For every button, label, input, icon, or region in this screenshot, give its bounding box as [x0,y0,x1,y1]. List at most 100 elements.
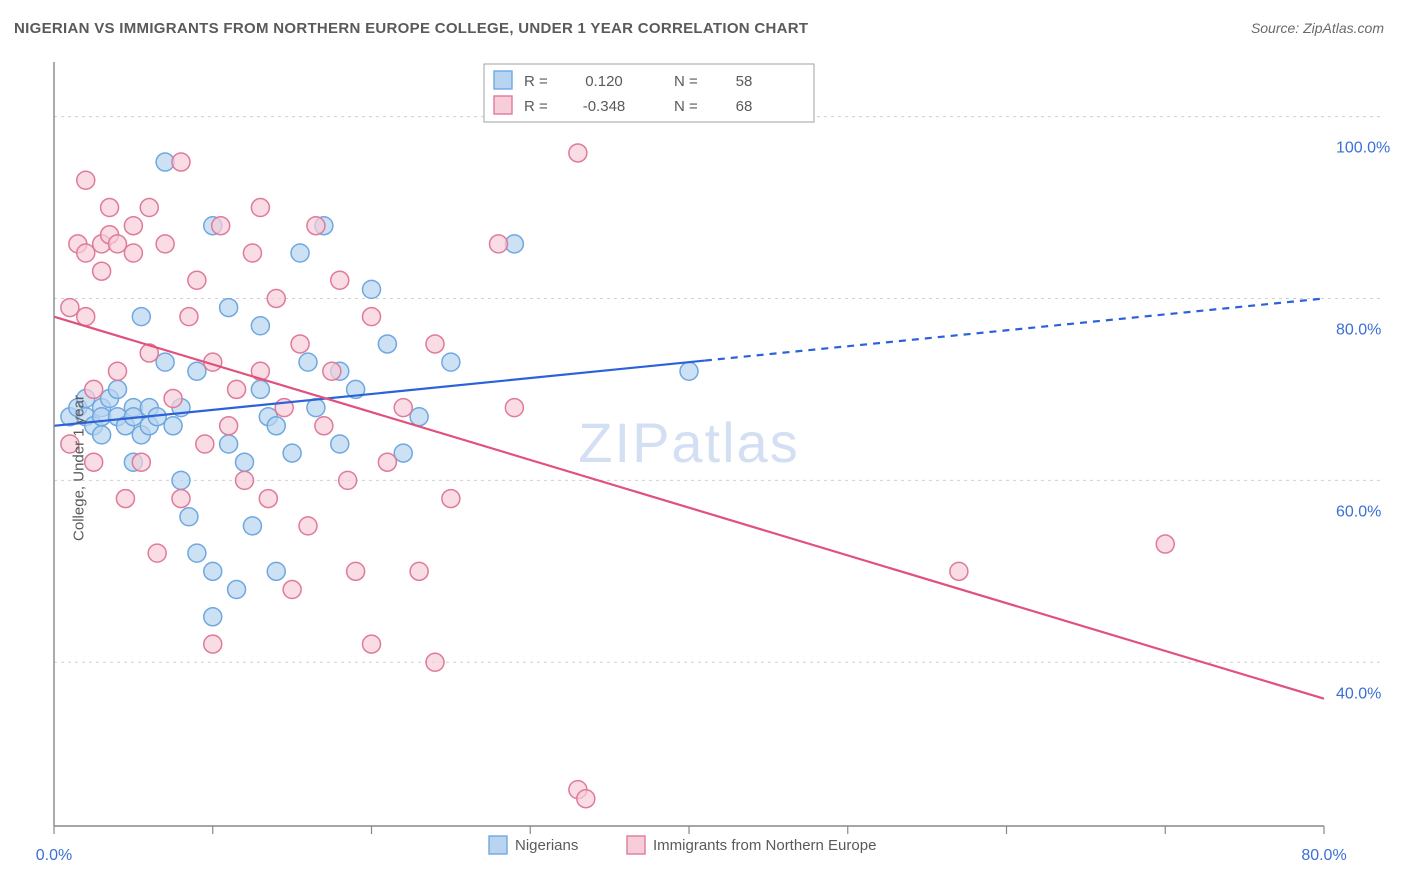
data-point [299,353,317,371]
data-point [188,362,206,380]
data-point [251,199,269,217]
chart-title: NIGERIAN VS IMMIGRANTS FROM NORTHERN EUR… [14,20,808,37]
data-point [339,471,357,489]
data-point [101,199,119,217]
data-point [410,562,428,580]
data-point [267,289,285,307]
data-point [680,362,698,380]
data-point [61,299,79,317]
legend-r-value: -0.348 [583,98,626,115]
legend-n-value: 68 [736,98,753,115]
data-point [323,362,341,380]
data-point [77,244,95,262]
data-point [283,581,301,599]
data-point [188,271,206,289]
data-point [196,435,214,453]
bottom-legend-swatch [489,836,507,854]
data-point [228,380,246,398]
source-label: Source: ZipAtlas.com [1251,20,1384,36]
data-point [243,517,261,535]
data-point [267,562,285,580]
data-point [378,335,396,353]
legend-r-label: R = [524,98,548,115]
data-point [363,308,381,326]
data-point [394,399,412,417]
data-point [299,517,317,535]
data-point [267,417,285,435]
bottom-legend-label: Immigrants from Northern Europe [653,837,876,854]
data-point [331,435,349,453]
correlation-scatter-chart: 40.0%60.0%80.0%100.0%ZIPatlas0.0%80.0%R … [14,54,1392,874]
data-point [172,153,190,171]
data-point [569,144,587,162]
data-point [291,244,309,262]
data-point [156,353,174,371]
data-point [220,299,238,317]
data-point [77,308,95,326]
legend-n-value: 58 [736,73,753,90]
data-point [378,453,396,471]
data-point [212,217,230,235]
data-point [426,335,444,353]
data-point [236,453,254,471]
data-point [251,380,269,398]
data-point [109,235,127,253]
legend-r-label: R = [524,73,548,90]
data-point [220,417,238,435]
data-point [577,790,595,808]
data-point [307,217,325,235]
bottom-legend-swatch [627,836,645,854]
data-point [156,235,174,253]
data-point [164,417,182,435]
data-point [236,471,254,489]
data-point [204,608,222,626]
data-point [283,444,301,462]
data-point [363,280,381,298]
data-point [1156,535,1174,553]
y-axis-label: College, Under 1 year [70,395,87,541]
data-point [180,308,198,326]
data-point [228,581,246,599]
data-point [410,408,428,426]
data-point [331,271,349,289]
legend-n-label: N = [674,73,698,90]
data-point [124,217,142,235]
data-point [363,635,381,653]
data-point [148,544,166,562]
data-point [132,453,150,471]
data-point [204,562,222,580]
data-point [116,490,134,508]
y-tick-label: 40.0% [1336,685,1381,702]
data-point [291,335,309,353]
legend-n-label: N = [674,98,698,115]
data-point [93,262,111,280]
data-point [347,562,365,580]
data-point [243,244,261,262]
data-point [426,653,444,671]
data-point [124,244,142,262]
data-point [490,235,508,253]
data-point [442,353,460,371]
y-tick-label: 80.0% [1336,321,1381,338]
data-point [140,199,158,217]
data-point [394,444,412,462]
data-point [442,490,460,508]
data-point [172,471,190,489]
y-tick-label: 100.0% [1336,140,1390,157]
x-tick-label: 80.0% [1301,847,1346,864]
data-point [77,171,95,189]
legend-swatch [494,96,512,114]
data-point [109,380,127,398]
data-point [109,362,127,380]
data-point [188,544,206,562]
data-point [505,399,523,417]
data-point [220,435,238,453]
bottom-legend-label: Nigerians [515,837,578,854]
data-point [204,635,222,653]
legend-swatch [494,71,512,89]
data-point [950,562,968,580]
watermark: ZIPatlas [578,411,799,474]
data-point [307,399,325,417]
x-tick-label: 0.0% [36,847,72,864]
data-point [180,508,198,526]
